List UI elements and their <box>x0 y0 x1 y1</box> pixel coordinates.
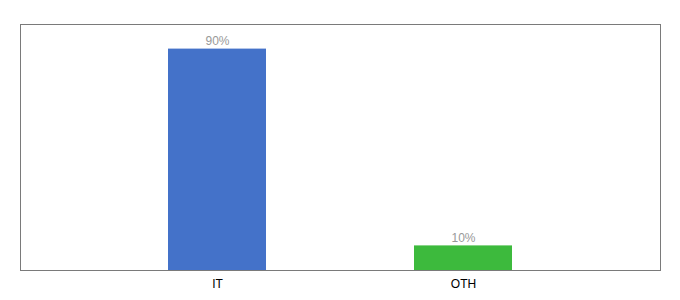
svg-text:IT: IT <box>212 277 223 291</box>
svg-text:OTH: OTH <box>451 277 476 291</box>
svg-text:10%: 10% <box>451 231 475 245</box>
svg-text:90%: 90% <box>205 34 229 48</box>
